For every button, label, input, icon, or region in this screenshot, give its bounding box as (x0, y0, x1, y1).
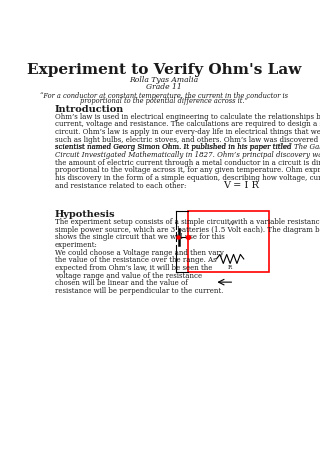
Text: We could choose a Voltage range and then vary: We could choose a Voltage range and then… (55, 249, 224, 257)
Text: the value of the resistance over the range. As: the value of the resistance over the ran… (55, 256, 217, 264)
Text: resistance will be perpendicular to the current.: resistance will be perpendicular to the … (55, 287, 223, 295)
Text: Hypothesis: Hypothesis (55, 210, 116, 219)
Text: such as light bulbs, electric stoves, and others. Ohm’s law was discovered by a: such as light bulbs, electric stoves, an… (55, 135, 320, 144)
Text: Experiment to Verify Ohm's Law: Experiment to Verify Ohm's Law (27, 63, 301, 77)
Text: his discovery in the form of a simple equation, describing how voltage, current,: his discovery in the form of a simple eq… (55, 174, 320, 182)
Bar (188, 211, 269, 272)
Text: scientist named Georg Simon Ohm. It published in his paper titled: scientist named Georg Simon Ohm. It publ… (55, 143, 293, 151)
Text: expected from Ohm’s law, it will be seen the: expected from Ohm’s law, it will be seen… (55, 264, 212, 272)
Text: current, voltage and resistance. The calculations are required to design a safe: current, voltage and resistance. The cal… (55, 120, 320, 128)
Text: “For a conductor at constant temperature, the current in the conductor is: “For a conductor at constant temperature… (40, 92, 288, 100)
Text: proportional to the voltage across it, for any given temperature. Ohm expressed: proportional to the voltage across it, f… (55, 166, 320, 174)
Text: voltage range and value of the resistance: voltage range and value of the resistanc… (55, 272, 202, 280)
Text: The experiment setup consists of a simple circuit with a variable resistance and: The experiment setup consists of a simpl… (55, 218, 320, 226)
Text: and resistance related to each other:: and resistance related to each other: (55, 182, 193, 190)
Text: scientist named Georg Simon Ohm. It published in his paper titled  The Galvanic: scientist named Georg Simon Ohm. It publ… (55, 143, 320, 151)
Text: Rolla Tyas Amalia: Rolla Tyas Amalia (129, 77, 199, 84)
Text: scientist named Georg Simon Ohm. It published in his paper titled The Galvanic: scientist named Georg Simon Ohm. It publ… (55, 143, 320, 151)
Text: Circuit Investigated Mathematically in 1827. Ohm’s principal discovery was that: Circuit Investigated Mathematically in 1… (55, 151, 320, 159)
Text: R: R (228, 265, 232, 270)
Text: Introduction: Introduction (55, 105, 124, 114)
Text: circuit. Ohm’s law is apply in our every-day life in electrical things that we u: circuit. Ohm’s law is apply in our every… (55, 128, 320, 136)
Text: Grade 11: Grade 11 (146, 83, 182, 91)
Text: proportional to the potential difference across it.”: proportional to the potential difference… (80, 97, 248, 105)
Text: experiment:: experiment: (55, 241, 98, 249)
Text: A: A (228, 221, 232, 226)
Text: Ohm’s law is used in electrical engineering to calculate the relationships betwe: Ohm’s law is used in electrical engineer… (55, 113, 320, 120)
Text: chosen will be linear and the value of: chosen will be linear and the value of (55, 280, 188, 287)
Text: V = I R: V = I R (224, 181, 260, 190)
Text: the amount of electric current through a metal conductor in a circuit is directl: the amount of electric current through a… (55, 159, 320, 167)
Text: shows the single circuit that we will use for this: shows the single circuit that we will us… (55, 233, 225, 241)
Text: simple power source, which are 3 batteries (1.5 Volt each). The diagram beside: simple power source, which are 3 batteri… (55, 226, 320, 234)
